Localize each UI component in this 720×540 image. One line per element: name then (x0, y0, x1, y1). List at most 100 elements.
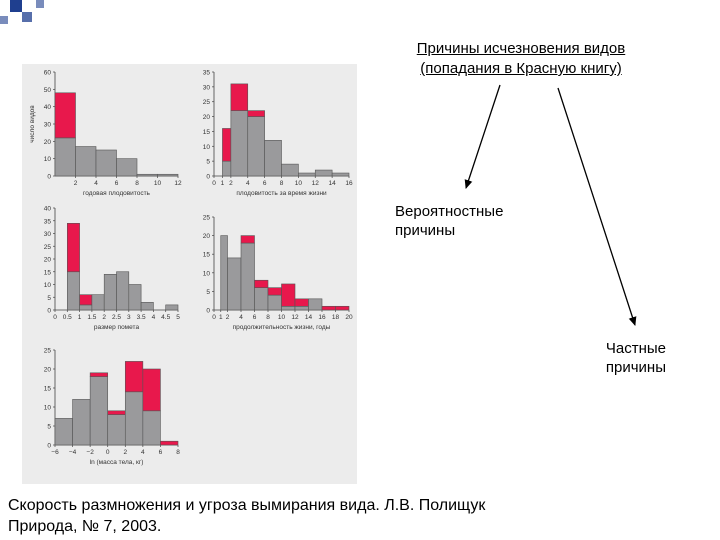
x-axis-label: ln (масса тела, кг) (90, 459, 144, 466)
bar-not-endangered (116, 158, 138, 177)
bar-not-endangered (281, 163, 299, 177)
y-tick-label: 60 (44, 70, 52, 77)
bar-not-endangered (75, 146, 97, 177)
x-tick-label: 6 (115, 180, 119, 187)
y-tick-label: 5 (206, 159, 210, 166)
bar-not-endangered (54, 418, 73, 446)
x-tick-label: 3 (127, 314, 131, 321)
corner-decoration-square-2 (22, 12, 32, 22)
chart-panel-1: 0 10 20 30 40 50 60 2 4 6 8 10 12 годовая плодовитост… (29, 70, 182, 198)
x-tick-label: 2 (229, 180, 233, 187)
bar-endangered (54, 92, 76, 139)
bar-not-endangered (294, 305, 309, 311)
caption-line-1: Скорость размножения и угроза вымирания … (8, 497, 486, 514)
x-tick-label: 4 (94, 180, 98, 187)
bar-endangered (230, 83, 249, 111)
bar-endangered (89, 372, 109, 377)
y-tick-label: 40 (44, 206, 52, 213)
y-tick-label: 25 (44, 348, 52, 355)
bar-not-endangered (298, 172, 316, 177)
bar-not-endangered (157, 173, 179, 177)
y-tick-label: 10 (44, 156, 52, 163)
y-tick-label: 5 (47, 424, 51, 431)
slide-title-line-2: (попадания в Красную книгу) (420, 60, 622, 77)
y-tick-label: 20 (203, 233, 211, 240)
x-tick-label: 4 (239, 314, 243, 321)
bar-endangered (160, 440, 179, 446)
corner-decoration-square-3 (36, 0, 44, 8)
bar-endangered (281, 283, 296, 307)
bar-endangered (294, 298, 309, 307)
x-tick-label: 0 (53, 314, 57, 321)
right-branch-label: Частные причины (560, 339, 666, 377)
x-axis-label: плодовитость за время жизни (236, 190, 327, 197)
x-tick-label: 2 (102, 314, 106, 321)
bar-not-endangered (89, 376, 109, 446)
left-branch-label: Вероятностные причины (395, 202, 503, 240)
slide-title-line-1: Причины исчезновения видов (416, 40, 626, 57)
y-tick-label: 25 (203, 99, 211, 106)
y-tick-label: 40 (44, 104, 52, 111)
x-tick-label: 1 (219, 314, 223, 321)
bar-not-endangered (142, 410, 161, 446)
y-tick-label: 30 (44, 122, 52, 129)
y-tick-label: 0 (47, 174, 51, 181)
y-axis-label: число видов (29, 105, 36, 143)
bar-endangered (124, 361, 144, 393)
x-tick-label: 12 (291, 314, 299, 321)
y-tick-label: 15 (44, 386, 52, 393)
bar-not-endangered (331, 172, 350, 177)
y-tick-label: 0 (206, 174, 210, 181)
x-tick-label: 2 (74, 180, 78, 187)
x-tick-label: 2 (226, 314, 230, 321)
bar-not-endangered (267, 294, 282, 311)
bar-endangered (240, 235, 255, 244)
x-tick-label: 3.5 (137, 314, 146, 321)
left-branch-line-1: Вероятностные (395, 203, 504, 220)
y-tick-label: 0 (206, 308, 210, 315)
y-tick-label: 25 (44, 244, 52, 251)
x-tick-label: 18 (332, 314, 340, 321)
slide-title: Причины исчезновения видов (попадания в … (386, 39, 656, 79)
bar-not-endangered (264, 140, 282, 177)
x-tick-label: 5 (176, 314, 180, 321)
x-tick-label: 10 (295, 180, 303, 187)
bar-not-endangered (95, 149, 117, 177)
corner-decoration-square-1 (10, 0, 22, 12)
bar-not-endangered (124, 391, 144, 446)
chart-panel-3: 0 5 10 15 20 25 30 35 40 0 0.5 1 1.5 2 2.5 3 3.5 4 4.5 5 раз… (44, 206, 180, 332)
x-tick-label: 4.5 (161, 314, 170, 321)
bar-not-endangered (79, 304, 93, 311)
bar-not-endangered (281, 305, 296, 311)
y-tick-label: 0 (47, 443, 51, 450)
x-tick-label: 10 (278, 314, 286, 321)
y-tick-label: 15 (203, 252, 211, 259)
x-tick-label: 2.5 (112, 314, 121, 321)
source-caption: Скорость размножения и угроза вымирания … (8, 495, 608, 537)
x-tick-label: 4 (152, 314, 156, 321)
x-tick-label: 6 (253, 314, 257, 321)
right-branch-line-2: причины (605, 359, 666, 376)
caption-line-2: Природа, № 7, 2003. (8, 518, 162, 535)
bar-not-endangered (103, 274, 117, 311)
bar-not-endangered (308, 298, 323, 311)
y-tick-label: 20 (203, 114, 211, 121)
x-tick-label: 14 (305, 314, 313, 321)
x-tick-label: 0 (212, 314, 216, 321)
bar-not-endangered (107, 414, 126, 446)
bar-endangered (79, 294, 93, 306)
x-tick-label: 1.5 (87, 314, 96, 321)
x-tick-label: 2 (123, 449, 127, 456)
bar-not-endangered (227, 257, 242, 311)
x-axis-label: продолжительность жизни, годы (233, 324, 331, 331)
x-tick-label: 20 (345, 314, 353, 321)
y-tick-label: 10 (44, 405, 52, 412)
y-tick-label: 50 (44, 87, 52, 94)
bar-not-endangered (54, 137, 76, 177)
x-tick-label: 0.5 (63, 314, 72, 321)
y-tick-label: 10 (203, 270, 211, 277)
x-tick-label: 10 (154, 180, 162, 187)
